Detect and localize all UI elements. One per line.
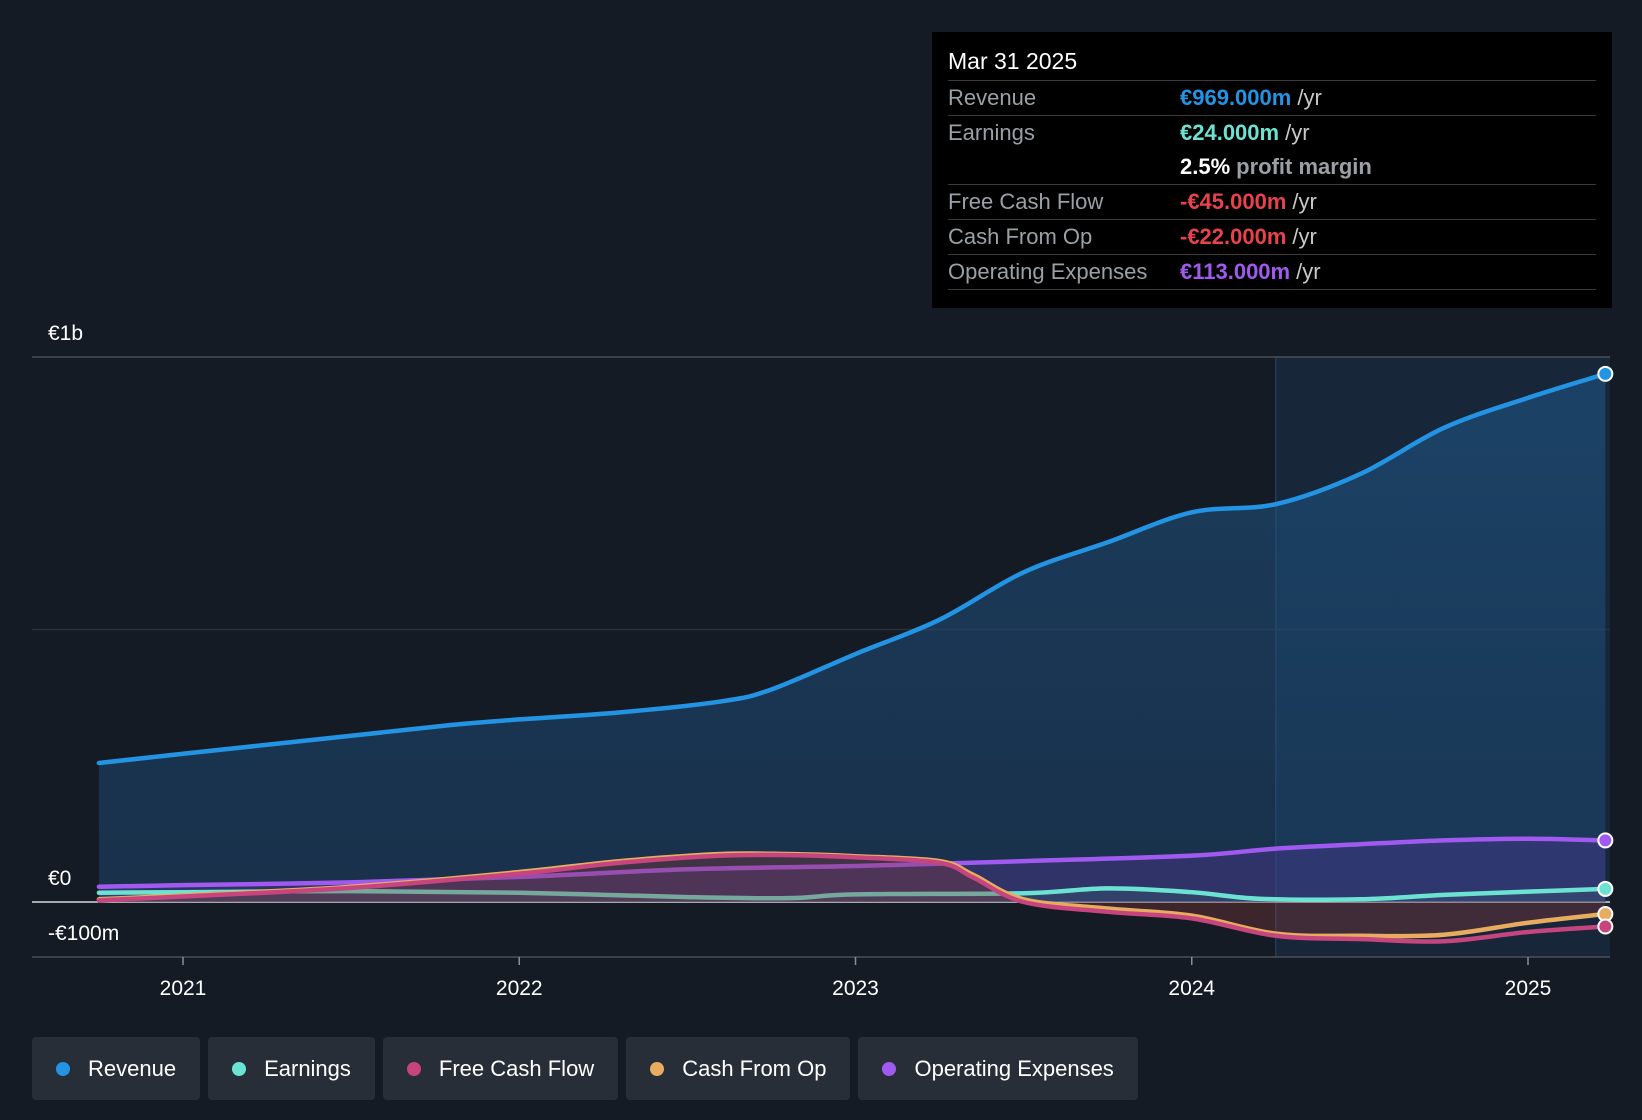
x-tick-label: 2024	[1168, 977, 1215, 1000]
tooltip-unit: /yr	[1292, 224, 1317, 249]
legend-item-cash-from-op[interactable]: Cash From Op	[626, 1037, 851, 1100]
earnings-end-dot	[1597, 880, 1614, 897]
tooltip-unit: /yr	[1296, 259, 1321, 284]
tooltip-label: Cash From Op	[948, 224, 1093, 249]
legend-item-revenue[interactable]: Revenue	[32, 1037, 201, 1100]
tooltip-label: Free Cash Flow	[948, 189, 1104, 214]
tooltip-row-earnings: Earnings €24.000m /yr	[948, 116, 1596, 150]
series-layer	[96, 371, 1608, 944]
legend: Revenue Earnings Free Cash Flow Cash Fro…	[32, 1037, 1138, 1100]
profit-margin-text: profit margin	[1236, 154, 1372, 179]
y-tick-label-bottom: -€100m	[48, 922, 119, 945]
tooltip-value: -€22.000m	[1180, 224, 1287, 249]
x-axis: 2021 2022 2023 2024 2025	[160, 957, 1552, 1000]
tooltip-label-empty	[948, 150, 1180, 184]
tooltip-row-operating-expenses: Operating Expenses €113.000m /yr	[948, 255, 1596, 290]
tooltip-unit: /yr	[1292, 189, 1317, 214]
x-tick-label: 2021	[160, 977, 207, 1000]
x-tick-label: 2025	[1505, 977, 1552, 1000]
tooltip-row-cash-from-op: Cash From Op -€22.000m /yr	[948, 220, 1596, 255]
chart-svg: €1b €0 -€100m 2021 2022 2023 2024 2025	[32, 322, 1614, 1000]
profit-margin-value: 2.5%	[1180, 154, 1231, 179]
free-cash-flow-end-dot	[1597, 918, 1614, 935]
legend-item-operating-expenses[interactable]: Operating Expenses	[858, 1037, 1138, 1100]
tooltip-row-revenue: Revenue €969.000m /yr	[948, 81, 1596, 116]
legend-item-earnings[interactable]: Earnings	[208, 1037, 375, 1100]
y-tick-label-zero: €0	[48, 867, 71, 890]
end-dots	[1597, 365, 1614, 935]
operating-expenses-end-dot	[1597, 832, 1614, 849]
legend-dot-icon	[650, 1061, 665, 1076]
legend-dot-icon	[406, 1061, 421, 1076]
tooltip-label: Earnings	[948, 120, 1035, 145]
legend-dot-icon	[232, 1061, 247, 1076]
revenue-end-dot	[1597, 365, 1614, 382]
tooltip-value: €969.000m	[1180, 85, 1292, 110]
tooltip-row-margin: 2.5% profit margin	[948, 150, 1596, 185]
revenue-area	[98, 373, 1606, 902]
tooltip-panel: Mar 31 2025 Revenue €969.000m /yr Earnin…	[932, 32, 1612, 308]
revenue-line	[96, 371, 1608, 766]
tooltip-unit: /yr	[1297, 85, 1322, 110]
x-tick-label: 2023	[832, 977, 879, 1000]
tooltip-unit: /yr	[1285, 120, 1310, 145]
tooltip-value: €113.000m	[1180, 259, 1291, 284]
legend-dot-icon	[56, 1061, 70, 1076]
legend-item-free-cash-flow[interactable]: Free Cash Flow	[382, 1037, 619, 1100]
tooltip-label: Revenue	[948, 85, 1037, 110]
tooltip-value: €24.000m	[1180, 120, 1280, 145]
y-tick-label-top: €1b	[48, 322, 83, 345]
legend-label: Cash From Op	[682, 1055, 827, 1081]
legend-label: Earnings	[264, 1055, 351, 1081]
tooltip-row-free-cash-flow: Free Cash Flow -€45.000m /yr	[948, 185, 1596, 220]
legend-label: Revenue	[88, 1055, 177, 1081]
tooltip-label: Operating Expenses	[948, 259, 1148, 284]
tooltip-date: Mar 31 2025	[948, 46, 1596, 81]
earnings-line	[96, 886, 1608, 902]
cash-from-op-area	[98, 853, 1606, 937]
free-cash-flow-line	[96, 852, 1608, 944]
legend-label: Free Cash Flow	[438, 1055, 595, 1081]
legend-dot-icon	[882, 1061, 897, 1076]
legend-label: Operating Expenses	[914, 1055, 1114, 1081]
x-tick-label: 2022	[496, 977, 543, 1000]
tooltip-value: -€45.000m	[1180, 189, 1287, 214]
